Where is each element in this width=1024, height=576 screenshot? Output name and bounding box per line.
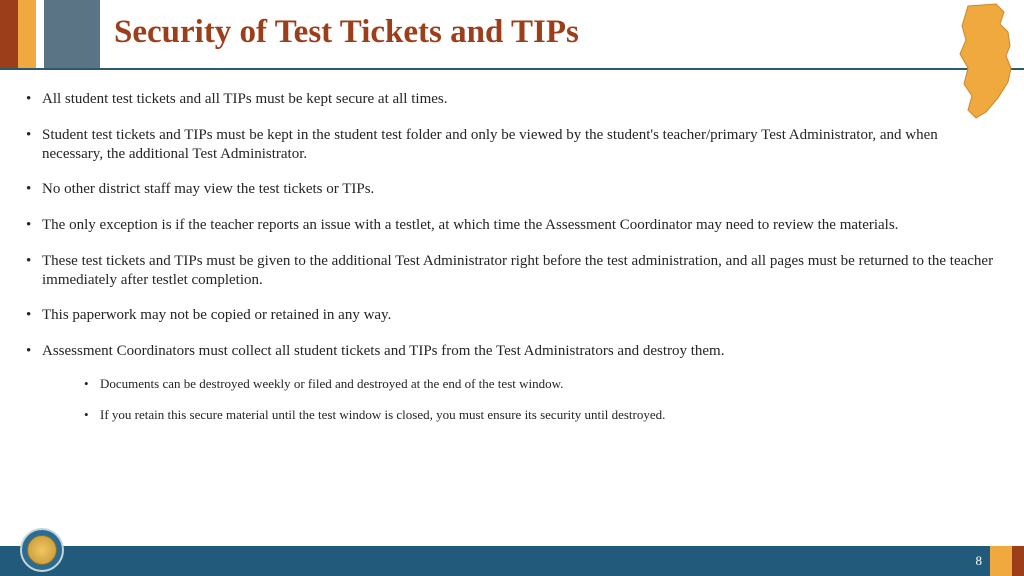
list-item: The only exception is if the teacher rep… (24, 216, 1000, 235)
list-item: These test tickets and TIPs must be give… (24, 252, 1000, 290)
list-item-text: These test tickets and TIPs must be give… (42, 253, 993, 288)
list-item-text: This paperwork may not be copied or reta… (42, 307, 391, 323)
footer-stripe (990, 546, 1012, 576)
title-underline (0, 68, 1024, 70)
header-stripe (18, 0, 36, 68)
sub-list-item: Documents can be destroyed weekly or fil… (82, 376, 1000, 392)
list-item: This paperwork may not be copied or reta… (24, 306, 1000, 325)
list-item-text: No other district staff may view the tes… (42, 181, 374, 197)
content-area: All student test tickets and all TIPs mu… (24, 90, 1000, 440)
page-title: Security of Test Tickets and TIPs (114, 14, 579, 51)
header-stripe (0, 0, 18, 68)
list-item-text: Student test tickets and TIPs must be ke… (42, 127, 938, 162)
seal-inner (27, 535, 57, 565)
footer-bar: 8 (0, 546, 1024, 576)
sub-list-item: If you retain this secure material until… (82, 407, 1000, 423)
list-item: No other district staff may view the tes… (24, 180, 1000, 199)
sub-list: Documents can be destroyed weekly or fil… (42, 376, 1000, 424)
state-seal-icon (20, 528, 64, 572)
footer-stripe (1012, 546, 1024, 576)
bullet-list: All student test tickets and all TIPs mu… (24, 90, 1000, 423)
header-stripe (44, 0, 100, 68)
list-item-text: The only exception is if the teacher rep… (42, 217, 898, 233)
list-item-text: Assessment Coordinators must collect all… (42, 343, 724, 359)
list-item-text: All student test tickets and all TIPs mu… (42, 91, 447, 107)
list-item: All student test tickets and all TIPs mu… (24, 90, 1000, 109)
list-item: Student test tickets and TIPs must be ke… (24, 126, 1000, 164)
footer-main: 8 (0, 546, 990, 576)
header-stripes (0, 0, 100, 68)
list-item: Assessment Coordinators must collect all… (24, 342, 1000, 423)
header-stripe (36, 0, 44, 68)
page-number: 8 (976, 553, 983, 569)
